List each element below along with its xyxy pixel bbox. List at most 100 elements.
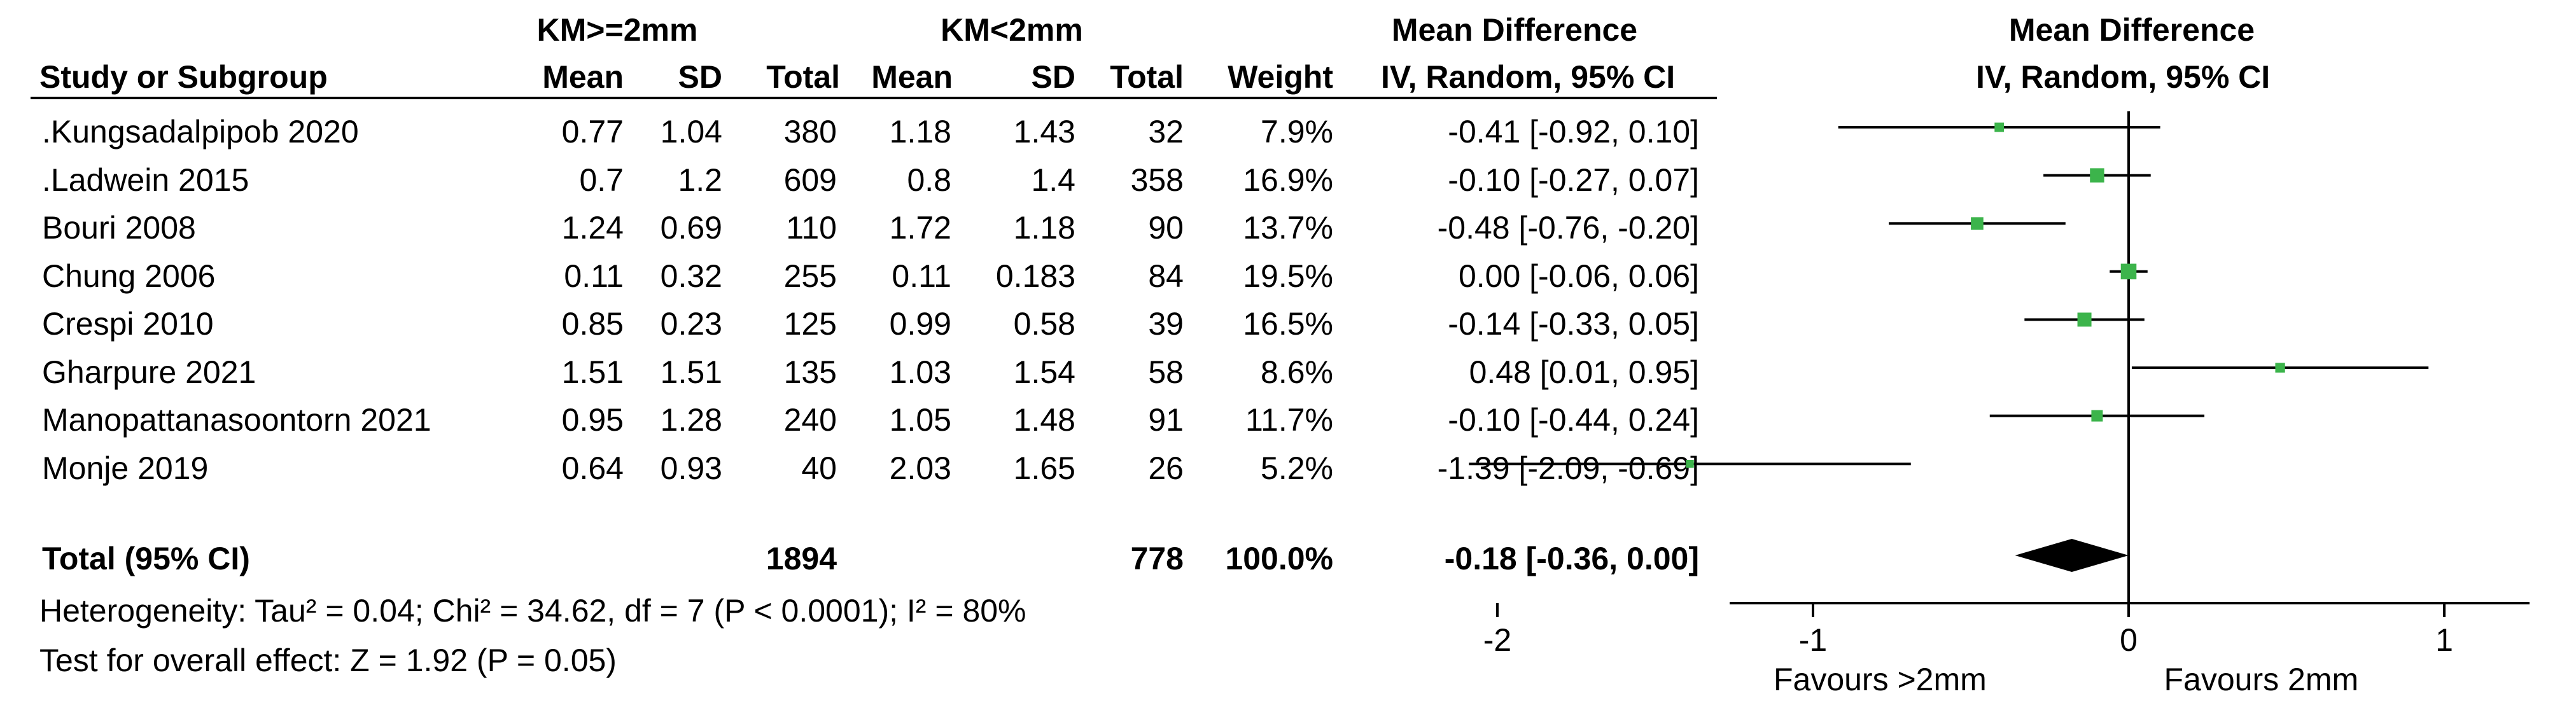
sd-exp: 0.93 [660, 450, 722, 486]
effect-marker [1971, 217, 1984, 230]
mean-ctrl: 0.8 [907, 162, 951, 198]
total-ctrl: 39 [1148, 306, 1184, 342]
x-tick-label: 1 [2435, 622, 2453, 658]
sd-ctrl: 1.18 [1013, 210, 1075, 246]
sd-exp: 1.28 [660, 402, 722, 438]
x-tick-label: -2 [1483, 622, 1511, 658]
favours-left-label: Favours >2mm [1774, 662, 1987, 697]
total-weight: 100.0% [1225, 541, 1333, 576]
weight: 5.2% [1261, 450, 1333, 486]
total-ctrl: 90 [1148, 210, 1184, 246]
total-exp: 110 [786, 210, 837, 246]
x-tick-label: -1 [1799, 622, 1827, 658]
sd-exp: 1.04 [660, 114, 722, 150]
sd-exp: 1.51 [660, 354, 722, 390]
effect-marker [2120, 263, 2137, 280]
weight: 16.9% [1243, 162, 1333, 198]
total-exp: 240 [783, 402, 837, 438]
group-header-km-ge-2mm: KM>=2mm [536, 12, 698, 48]
col-header-sd-ctrl: SD [1031, 59, 1075, 95]
effect-marker [2091, 410, 2103, 422]
ci-text: -0.41 [-0.92, 0.10] [1448, 114, 1699, 150]
total-exp: 125 [783, 306, 837, 342]
study-name: Crespi 2010 [42, 306, 214, 342]
mean-exp: 1.24 [561, 210, 624, 246]
col-header-mean-exp: Mean [542, 59, 624, 95]
group-header-km-lt-2mm: KM<2mm [941, 12, 1083, 48]
effect-marker [2275, 363, 2285, 373]
total-exp: 609 [783, 162, 837, 198]
weight: 7.9% [1261, 114, 1333, 150]
sd-ctrl: 1.43 [1013, 114, 1075, 150]
total-ctrl: 32 [1148, 114, 1184, 150]
mean-ctrl: 1.05 [889, 402, 951, 438]
mean-exp: 0.64 [561, 450, 624, 486]
study-name: Chung 2006 [42, 258, 216, 294]
sd-ctrl: 1.4 [1031, 162, 1075, 198]
col-header-study: Study or Subgroup [39, 59, 328, 95]
sd-ctrl: 1.65 [1013, 450, 1075, 486]
mean-exp: 0.85 [561, 306, 624, 342]
effect-marker [1686, 459, 1694, 468]
sd-exp: 1.2 [678, 162, 722, 198]
study-name: Gharpure 2021 [42, 354, 256, 390]
total-exp-sum: 1894 [766, 541, 837, 576]
col-header-weight: Weight [1228, 59, 1333, 95]
effect-marker [2077, 312, 2092, 327]
ci-text: -0.10 [-0.27, 0.07] [1448, 162, 1699, 198]
mean-ctrl: 1.18 [889, 114, 951, 150]
plot-header-mean-difference: Mean Difference [2008, 12, 2255, 48]
ci-text: 0.48 [0.01, 0.95] [1469, 354, 1699, 390]
pooled-diamond [2015, 539, 2129, 572]
total-ctrl: 358 [1130, 162, 1184, 198]
total-label: Total (95% CI) [42, 541, 250, 576]
ci-text: 0.00 [-0.06, 0.06] [1458, 258, 1699, 294]
mean-ctrl: 0.99 [889, 306, 951, 342]
col-header-ci: IV, Random, 95% CI [1381, 59, 1676, 95]
mean-exp: 0.11 [564, 258, 624, 294]
heterogeneity-text: Heterogeneity: Tau² = 0.04; Chi² = 34.62… [39, 593, 1026, 629]
sd-ctrl: 1.54 [1013, 354, 1075, 390]
total-ci-text: -0.18 [-0.36, 0.00] [1444, 541, 1699, 576]
weight: 16.5% [1243, 306, 1333, 342]
sd-ctrl: 0.58 [1013, 306, 1075, 342]
plot-header-ci: IV, Random, 95% CI [1976, 59, 2271, 95]
study-name: .Kungsadalpipob 2020 [42, 114, 359, 150]
total-ctrl: 26 [1148, 450, 1184, 486]
mean-ctrl: 1.03 [889, 354, 951, 390]
sd-ctrl: 1.48 [1013, 402, 1075, 438]
total-ctrl-sum: 778 [1130, 541, 1184, 576]
mean-exp: 0.7 [579, 162, 624, 198]
mean-exp: 1.51 [561, 354, 624, 390]
ci-text: -1.39 [-2.09, -0.69] [1437, 450, 1699, 486]
weight: 8.6% [1261, 354, 1333, 390]
weight: 13.7% [1243, 210, 1333, 246]
total-ctrl: 58 [1148, 354, 1184, 390]
mean-exp: 0.95 [561, 402, 624, 438]
total-exp: 380 [783, 114, 837, 150]
study-name: Monje 2019 [42, 450, 209, 486]
col-header-mean-ctrl: Mean [871, 59, 953, 95]
sd-ctrl: 0.183 [995, 258, 1075, 294]
group-header-mean-difference: Mean Difference [1391, 12, 1638, 48]
col-header-total-exp: Total [766, 59, 840, 95]
study-name: Manopattanasoontorn 2021 [42, 402, 431, 438]
header-rule [31, 97, 1717, 99]
total-exp: 135 [783, 354, 837, 390]
total-ctrl: 91 [1148, 402, 1184, 438]
mean-ctrl: 2.03 [889, 450, 951, 486]
col-header-sd-exp: SD [678, 59, 722, 95]
x-tick-label: 0 [2120, 622, 2138, 658]
col-header-total-ctrl: Total [1110, 59, 1184, 95]
mean-exp: 0.77 [561, 114, 624, 150]
overall-effect-text: Test for overall effect: Z = 1.92 (P = 0… [39, 643, 617, 678]
weight: 11.7% [1245, 402, 1333, 438]
ci-text: -0.10 [-0.44, 0.24] [1448, 402, 1699, 438]
study-name: .Ladwein 2015 [42, 162, 249, 198]
mean-ctrl: 0.11 [892, 258, 951, 294]
favours-right-label: Favours 2mm [2164, 662, 2359, 697]
ci-text: -0.48 [-0.76, -0.20] [1437, 210, 1699, 246]
sd-exp: 0.23 [660, 306, 722, 342]
ci-text: -0.14 [-0.33, 0.05] [1448, 306, 1699, 342]
